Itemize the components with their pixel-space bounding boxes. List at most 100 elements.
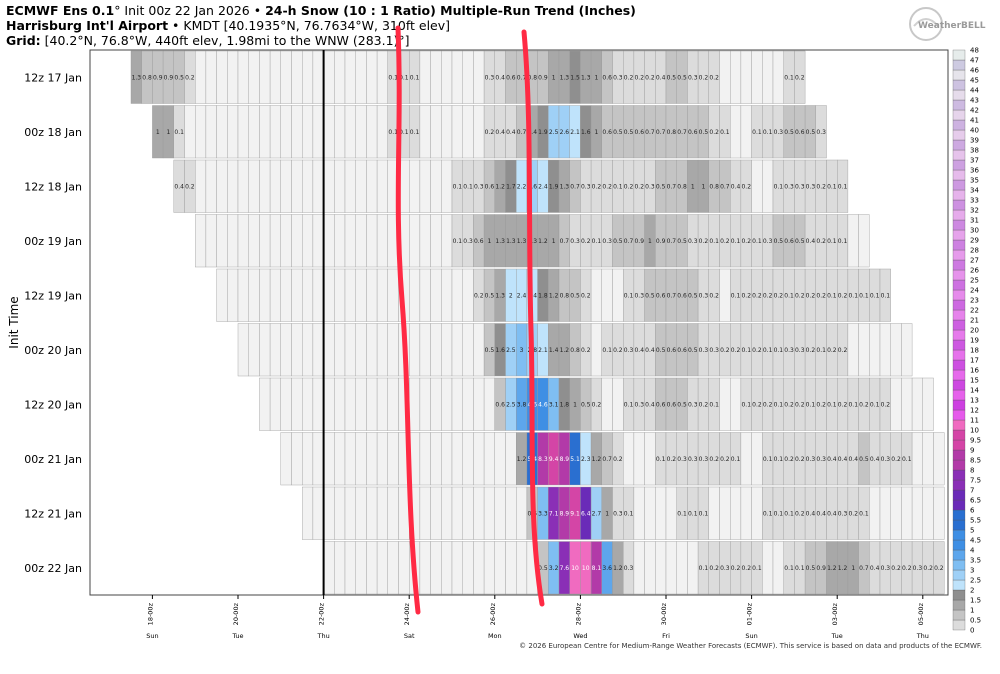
cell-value-label: 0.3	[634, 401, 644, 408]
day-label: Tue	[231, 632, 243, 640]
cell-value-label: 0.2	[816, 292, 826, 299]
heat-cell	[387, 432, 399, 486]
cell-value-label: 0.2	[699, 401, 709, 408]
heat-cell	[280, 432, 292, 486]
colorbar-label: 1	[970, 607, 974, 615]
cell-value-label: 0.8	[667, 129, 677, 136]
heat-cell	[216, 159, 228, 213]
cell-value-label: 0.1	[752, 238, 762, 245]
colorbar-label: 3.5	[970, 557, 981, 565]
site-info: • KMDT [40.1935°N, 76.7634°W, 310ft elev…	[168, 18, 451, 33]
colorbar-segment	[952, 199, 966, 211]
cell-value-label: 0.5	[485, 292, 495, 299]
heat-cell	[216, 268, 228, 322]
cell-value-label: 0.1	[399, 74, 409, 81]
colorbar-segment	[952, 259, 966, 271]
cell-value-label: 0.5	[688, 347, 698, 354]
colorbar-segment	[952, 69, 966, 81]
cell-value-label: 0.2	[592, 401, 602, 408]
heat-cell	[334, 50, 346, 104]
heat-cell	[376, 432, 389, 486]
cell-value-label: 0.1	[592, 238, 602, 245]
colorbar-segment	[952, 189, 966, 201]
cell-value-label: 1	[156, 129, 160, 136]
cell-value-label: 1.3	[581, 74, 591, 81]
heat-cell	[323, 541, 335, 595]
colorbar-segment	[952, 129, 966, 141]
cell-value-label: 1.8	[538, 292, 548, 299]
heat-cell	[419, 541, 431, 595]
cell-value-label: 0.2	[816, 238, 826, 245]
cell-value-label: 0.1	[410, 74, 420, 81]
cell-value-label: 1	[488, 238, 492, 245]
cell-value-label: 0.2	[720, 456, 730, 463]
cell-value-label: 0.1	[399, 129, 409, 136]
cell-value-label: 0.5	[645, 292, 655, 299]
colorbar-segment	[952, 349, 966, 361]
cell-value-label: 0.1	[709, 401, 719, 408]
day-label: Thu	[916, 632, 929, 640]
heat-cell	[847, 323, 859, 377]
cell-value-label: 0.2	[752, 292, 762, 299]
cell-value-label: 0.2	[581, 292, 591, 299]
cell-value-label: 1	[691, 183, 695, 190]
cell-value-label: 0.2	[795, 292, 805, 299]
cell-value-label: 1.2	[838, 565, 848, 572]
colorbar-label: 32	[970, 207, 979, 215]
cell-value-label: 4.6	[538, 401, 548, 408]
heat-cell	[644, 486, 656, 540]
cell-value-label: 0.5	[677, 74, 687, 81]
heat-cell	[922, 486, 934, 540]
heat-cell	[376, 105, 389, 159]
colorbar-segment	[952, 309, 966, 321]
heat-cell	[623, 432, 635, 486]
colorbar-segment	[952, 209, 966, 221]
cell-value-label: 0.1	[784, 292, 794, 299]
heat-cell	[366, 105, 378, 159]
cell-value-label: 0.9	[164, 74, 174, 81]
heat-cell	[184, 105, 196, 159]
x-tick-label: 28-00z	[574, 602, 582, 625]
day-label: Fri	[662, 632, 670, 640]
heat-cell	[344, 50, 356, 104]
cell-value-label: 0.6	[795, 129, 805, 136]
heat-cell	[227, 214, 239, 268]
colorbar-label: 0.5	[970, 617, 981, 625]
heat-cell	[762, 159, 774, 213]
cell-value-label: 0.1	[677, 510, 687, 517]
heat-cell	[259, 159, 271, 213]
heat-cell	[869, 323, 881, 377]
cell-value-label: 0.5	[859, 456, 869, 463]
heat-cell	[419, 105, 431, 159]
colorbar-label: 25	[970, 277, 979, 285]
heat-cell	[730, 50, 742, 104]
heat-cell	[847, 214, 859, 268]
heat-cell	[248, 50, 260, 104]
cell-value-label: 0.3	[699, 456, 709, 463]
heat-cell	[612, 377, 624, 431]
heat-cell	[344, 377, 356, 431]
heat-cell	[312, 50, 324, 104]
day-label: Wed	[573, 632, 587, 640]
cell-value-label: 0.5	[624, 129, 634, 136]
day-label: Sun	[745, 632, 757, 640]
colorbar-label: 9.5	[970, 437, 981, 445]
cell-value-label: 1	[552, 238, 556, 245]
heat-cell	[462, 377, 474, 431]
x-tick-label: 30-00z	[660, 602, 668, 625]
heat-cell	[376, 214, 389, 268]
cell-value-label: 0.2	[763, 292, 773, 299]
cell-value-label: 0.2	[806, 347, 816, 354]
colorbar-label: 15	[970, 377, 979, 385]
heat-cell	[237, 268, 249, 322]
cell-value-label: 0.5	[656, 347, 666, 354]
cell-value-label: 0.2	[934, 565, 944, 572]
cell-value-label: 0.2	[645, 74, 655, 81]
cell-value-label: 0.1	[731, 238, 741, 245]
cell-value-label: 0.1	[174, 129, 184, 136]
cell-value-label: 0.2	[185, 74, 195, 81]
heat-cell	[302, 432, 314, 486]
heat-cell	[473, 486, 485, 540]
cell-value-label: 0.4	[827, 456, 837, 463]
heat-cell	[312, 105, 324, 159]
